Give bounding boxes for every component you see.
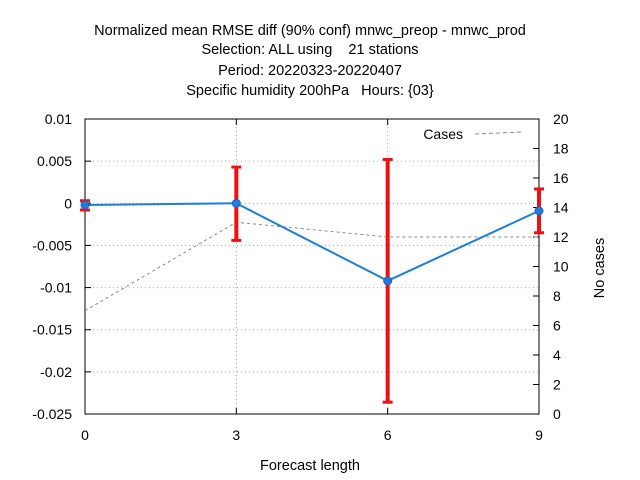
y2-tick-label: 20 (553, 111, 569, 127)
y-tick-label: 0.01 (45, 111, 72, 127)
rmse-line (84, 202, 540, 282)
title-line-3: Period: 20220323-20220407 (218, 63, 402, 79)
y-tick-label: -0.025 (32, 406, 72, 422)
y-tick-label: -0.015 (32, 322, 72, 338)
y2-tick-label: 8 (553, 288, 561, 304)
x-axis-label: Forecast length (260, 458, 360, 474)
y2-tick-label: 4 (553, 347, 561, 363)
y-tick-labels: 0.01 0.005 0 -0.005 -0.01 -0.015 -0.02 -0.025 (32, 111, 72, 422)
legend-swatch-cases (474, 131, 523, 135)
y2-tick-label: 12 (553, 229, 569, 245)
y-tick-label: 0.005 (37, 153, 72, 169)
y2-tick-label: 16 (553, 170, 569, 186)
title-line-1: Normalized mean RMSE diff (90% conf) mnw… (94, 23, 526, 39)
y-tick-label: -0.005 (32, 237, 72, 253)
y2-tick-label: 10 (553, 259, 569, 275)
y-tick-label: -0.01 (40, 280, 72, 296)
y-tick-label: -0.02 (40, 364, 72, 380)
x-tick-label: 0 (81, 427, 89, 443)
axes (84, 118, 540, 415)
x-tick-label: 9 (535, 427, 543, 443)
rmse-point (383, 276, 393, 286)
cases-series (84, 221, 539, 312)
cases-line (84, 221, 539, 312)
y2-tick-label: 14 (553, 200, 569, 216)
y-tick-label: 0 (64, 195, 72, 211)
grid (85, 119, 539, 414)
title-line-4: Specific humidity 200hPa Hours: {03} (186, 83, 434, 99)
legend: Cases (423, 126, 523, 142)
y2-tick-label: 2 (553, 377, 561, 393)
rmse-point (80, 200, 90, 210)
rmse-point (534, 206, 544, 216)
y2-tick-label: 0 (553, 406, 561, 422)
rmse-series (80, 198, 544, 286)
y2-axis-label: No cases (592, 238, 608, 298)
x-tick-label: 6 (384, 427, 392, 443)
chart-title: Normalized mean RMSE diff (90% conf) mnw… (94, 23, 526, 99)
error-bars (80, 157, 544, 404)
x-tick-labels: 0 3 6 9 (81, 427, 543, 443)
title-line-2: Selection: ALL using 21 stations (201, 42, 418, 58)
legend-label-cases: Cases (423, 126, 463, 142)
rmse-point (231, 198, 241, 208)
y2-tick-label: 6 (553, 318, 561, 334)
x-tick-label: 3 (232, 427, 240, 443)
plot-frame (84, 118, 540, 415)
y2-tick-label: 18 (553, 141, 569, 157)
